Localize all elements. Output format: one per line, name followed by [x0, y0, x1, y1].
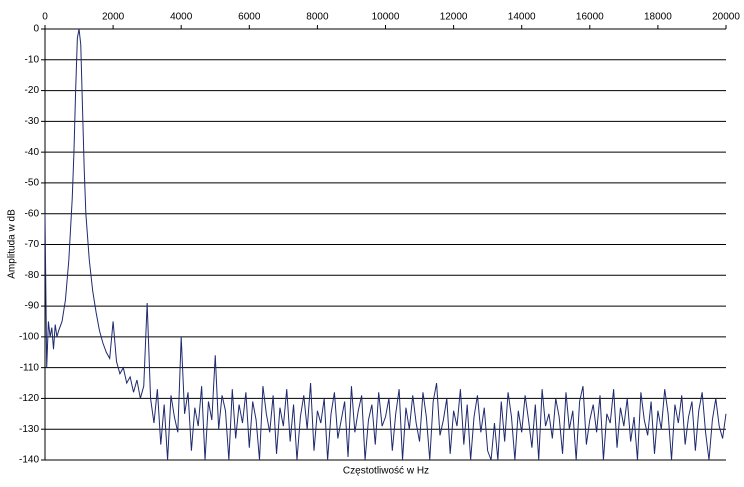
x-tick-label: 18000 [644, 12, 672, 23]
y-tick-label: -80 [25, 270, 40, 281]
y-tick-label: -30 [25, 116, 40, 127]
y-tick-label: -120 [19, 393, 39, 404]
x-tick-label: 0 [42, 12, 48, 23]
x-axis-title: Częstotliwość w Hz [343, 466, 429, 477]
y-tick-label: -90 [25, 301, 40, 312]
y-tick-label: -50 [25, 178, 40, 189]
x-tick-label: 12000 [440, 12, 468, 23]
x-tick-label: 10000 [372, 12, 400, 23]
y-tick-label: -40 [25, 147, 40, 158]
x-tick-label: 8000 [306, 12, 329, 23]
y-tick-label: -20 [25, 85, 40, 96]
x-tick-label: 14000 [508, 12, 536, 23]
y-axis-title: Amplituda w dB [7, 209, 18, 279]
spectrum-line [44, 28, 727, 461]
y-tick-label: 0 [33, 24, 39, 35]
x-tick-label: 6000 [238, 12, 261, 23]
y-tick-label: -100 [19, 331, 39, 342]
y-tick-label: -140 [19, 455, 39, 466]
y-tick-label: -110 [20, 362, 40, 373]
y-tick-label: -60 [25, 208, 40, 219]
y-tick-label: -70 [25, 239, 40, 250]
x-tick-label: 16000 [576, 12, 604, 23]
x-tick-label: 2000 [102, 12, 125, 23]
x-tick-label: 20000 [712, 12, 740, 23]
x-tick-label: 4000 [170, 12, 193, 23]
y-tick-label: -10 [25, 54, 40, 65]
y-tick-label: -130 [19, 424, 39, 435]
